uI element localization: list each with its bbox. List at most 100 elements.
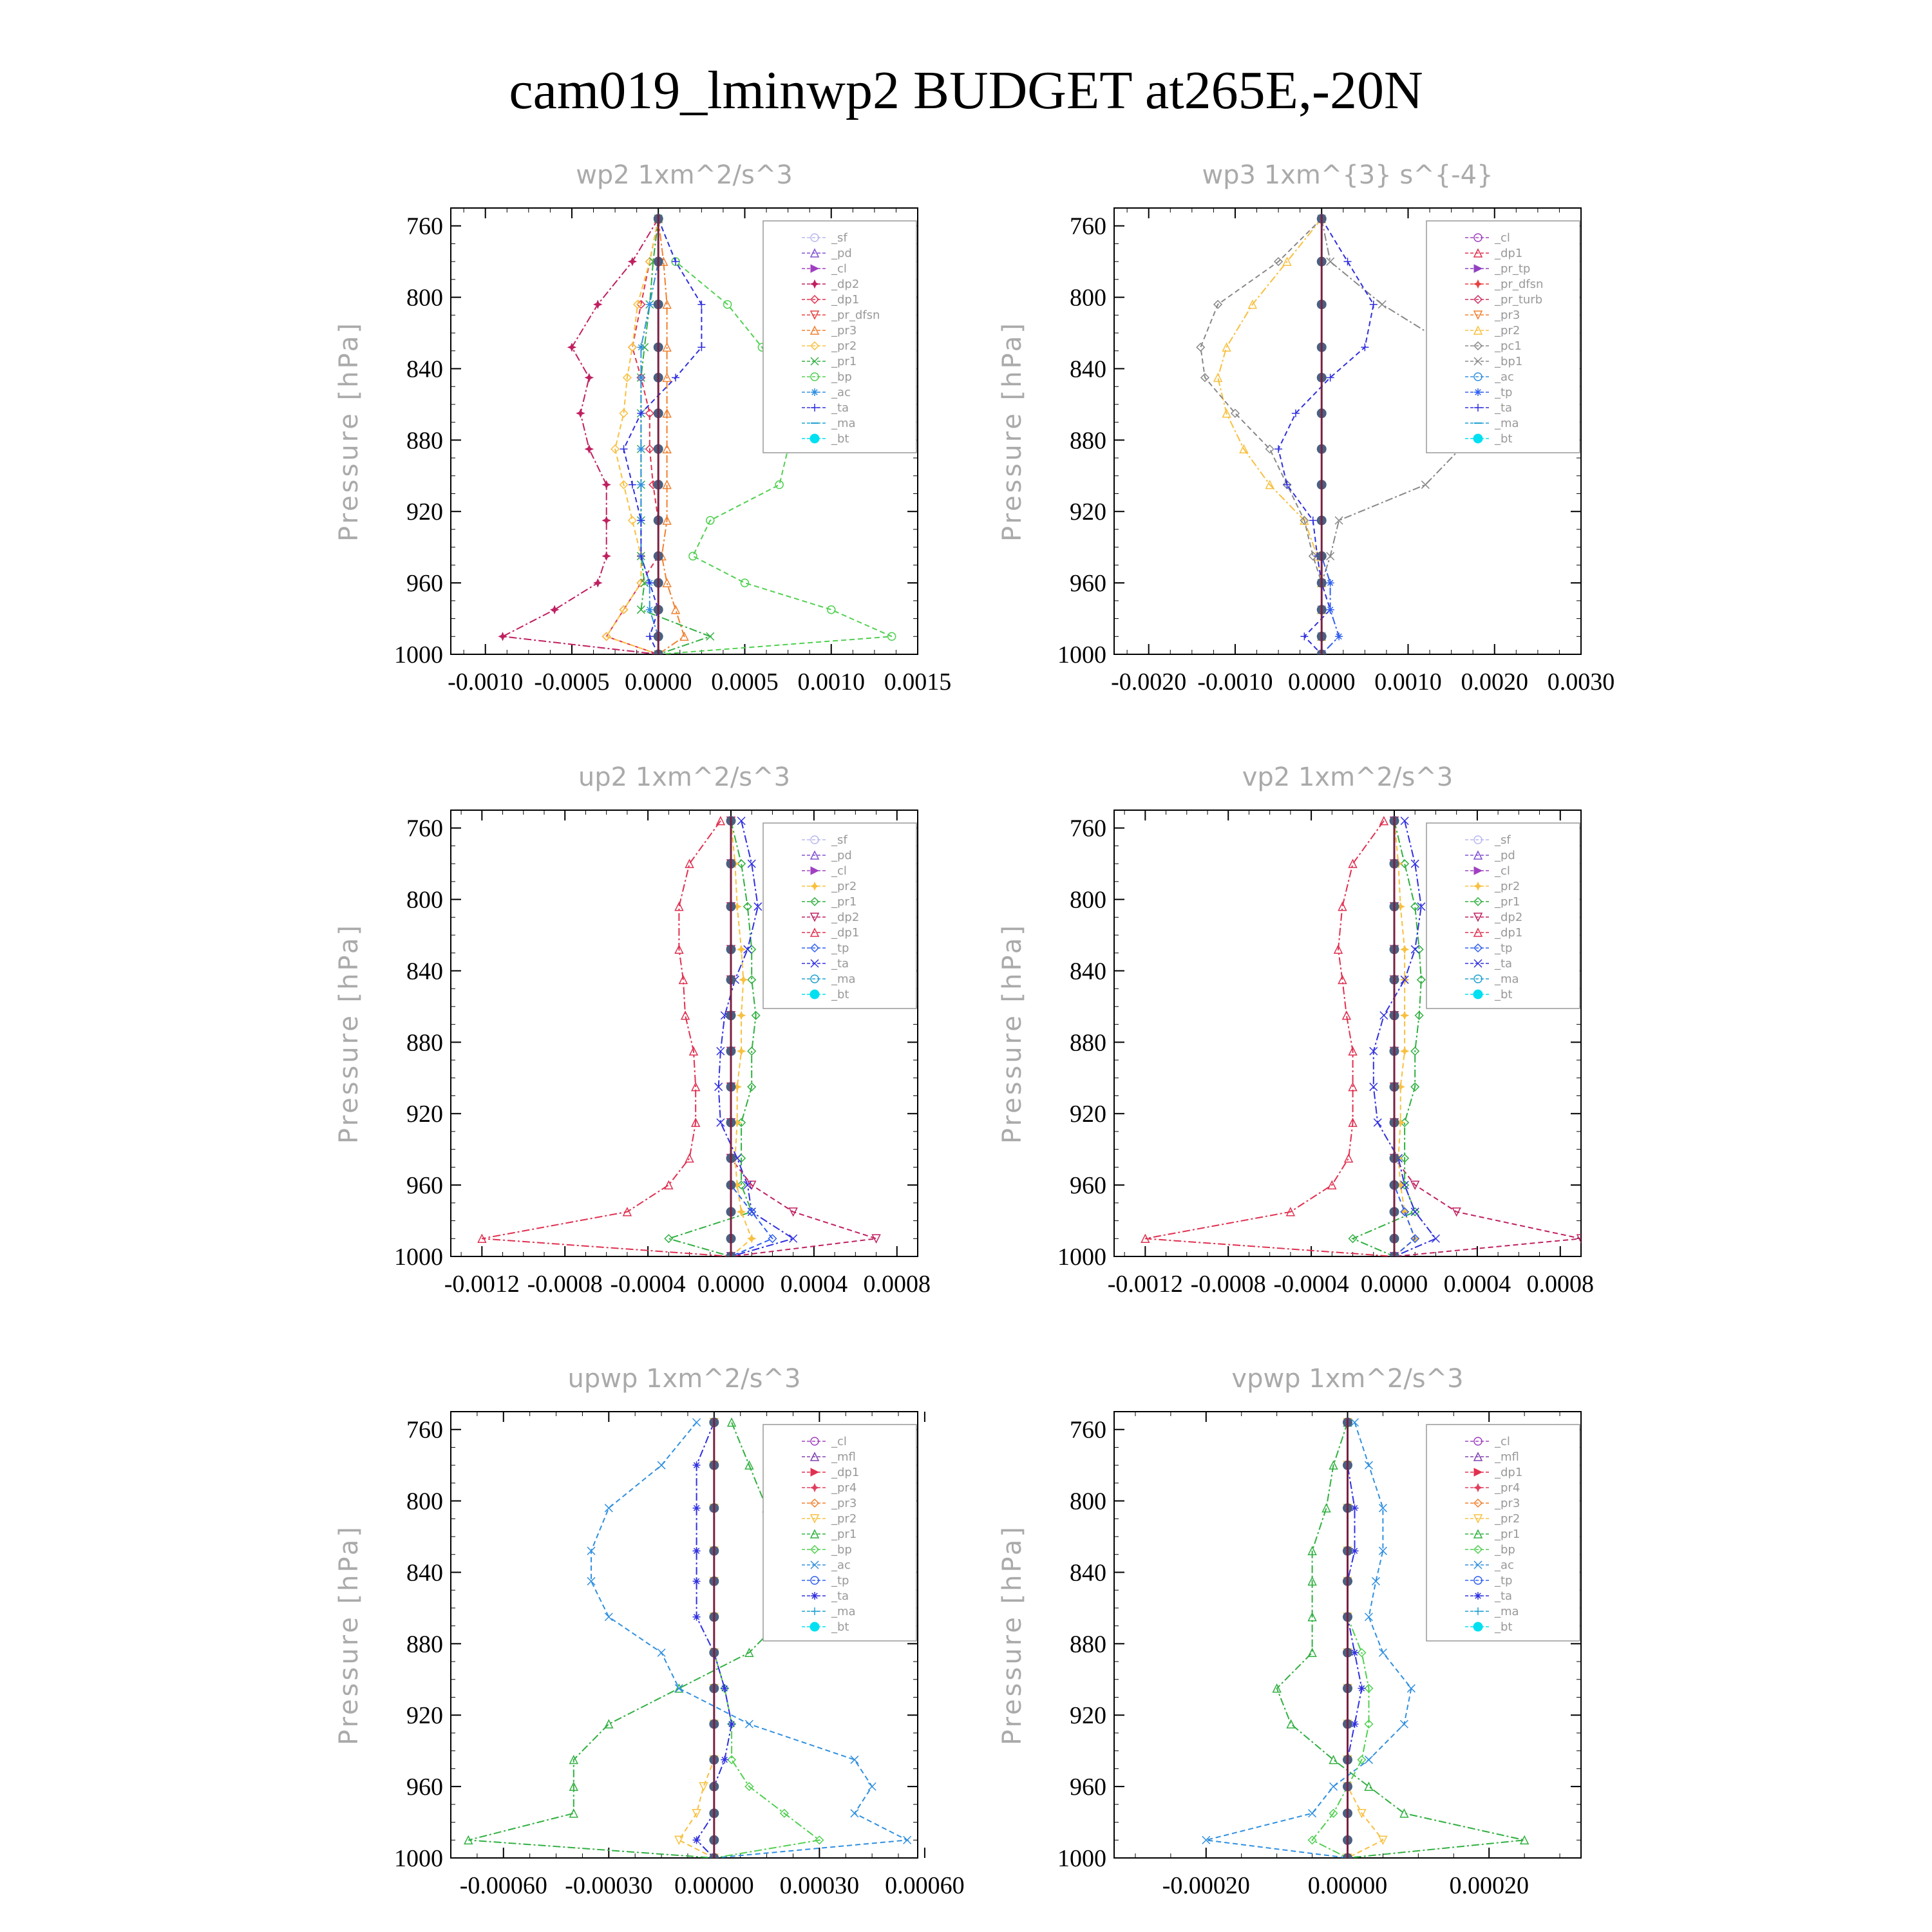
- data-point-ta: [692, 1504, 701, 1512]
- data-point-ac: [692, 1418, 701, 1427]
- legend-entry: _bt: [1494, 1620, 1512, 1634]
- data-point-dp1: [1348, 1046, 1358, 1056]
- legend-entry: _pr2: [831, 1512, 857, 1526]
- data-point-ac: [1350, 1418, 1359, 1427]
- data-point-pr2: [1378, 1835, 1388, 1845]
- data-point-dp2: [601, 480, 611, 489]
- legend-marker-bp: [1473, 1544, 1483, 1555]
- legend-marker-pr2: [810, 341, 820, 351]
- panel-5: upwp 1xm^2/s^3 Pressure [hPa] 760 800 840 880…: [334, 1364, 965, 1899]
- series-line-pr3: [658, 218, 685, 654]
- data-point-pr1: [751, 1010, 761, 1020]
- legend-marker-dp1: [1473, 248, 1483, 258]
- legend-marker-pd: [810, 850, 820, 860]
- y-tick-label: 760: [406, 1417, 443, 1444]
- x-tick-label: 0.0008: [864, 1271, 931, 1298]
- legend-entry: _tp: [831, 1574, 849, 1587]
- data-point-ac: [587, 1546, 596, 1555]
- y-tick-label: 1000: [1057, 641, 1106, 668]
- data-point-pr1: [1329, 1754, 1338, 1765]
- panel-title: vpwp 1xm^2/s^3: [1231, 1364, 1463, 1394]
- data-point-pr2: [1357, 1808, 1367, 1819]
- data-point-tp: [747, 1207, 757, 1217]
- legend-marker-tp: [810, 943, 820, 953]
- data-point-dp2: [871, 1234, 881, 1244]
- data-point-ta: [1309, 516, 1317, 525]
- legend-entry: _ma: [1494, 1605, 1519, 1618]
- data-point-bp: [706, 516, 715, 525]
- data-point-pr3: [662, 372, 672, 383]
- data-point-pc1: [1196, 343, 1206, 352]
- x-tick-label: 0.00030: [780, 1872, 860, 1899]
- legend-entry: _pd: [831, 849, 852, 862]
- legend-marker-dp1: [1473, 1468, 1483, 1477]
- series-group: [1141, 815, 1581, 1256]
- legend-entry: _cl: [1494, 231, 1510, 245]
- data-point-bp1: [1421, 480, 1430, 489]
- data-point-pc1: [1274, 257, 1283, 267]
- legend-entry: _ac: [1494, 1558, 1514, 1572]
- data-point-ta: [1358, 1684, 1366, 1692]
- legend-entry: _ta: [1494, 1589, 1512, 1603]
- panel-2: wp3 1xm^{3} s^{-4} Pressure [hPa] 760 800 84…: [998, 160, 1615, 696]
- legend-entry: _pr4: [831, 1481, 857, 1495]
- data-point-pr1: [569, 1754, 579, 1765]
- data-point-ta: [747, 859, 756, 868]
- data-point-ta: [1400, 1180, 1409, 1189]
- legend-marker-ta: [811, 404, 819, 412]
- data-point-dp1: [1285, 1207, 1296, 1217]
- legend-entry: _cl: [831, 262, 847, 276]
- plot-frame: [1113, 207, 1582, 655]
- legend-entry: _pr4: [1494, 1481, 1520, 1495]
- legend-marker-pr3: [1473, 310, 1483, 320]
- legend-marker-pr2: [1473, 325, 1483, 335]
- x-tick-label: 0.0005: [711, 668, 779, 696]
- legend-marker-ta: [1474, 404, 1482, 412]
- data-point-dp2: [601, 515, 611, 526]
- data-point-ta: [1361, 343, 1369, 352]
- series-group: [498, 213, 896, 654]
- data-point-pr2: [632, 299, 643, 309]
- legend-marker-pr3: [1473, 1498, 1483, 1508]
- data-point-pr2: [619, 480, 629, 489]
- y-tick-label: 880: [1070, 1631, 1106, 1658]
- x-tick-label: -0.0010: [448, 668, 523, 696]
- data-point-dp1: [1348, 1117, 1358, 1127]
- data-point-ac: [1308, 1809, 1317, 1818]
- data-point-ac: [637, 343, 645, 352]
- data-point-pr1: [464, 1835, 473, 1845]
- series-group: [1196, 213, 1508, 654]
- panel-title: upwp 1xm^2/s^3: [568, 1364, 801, 1394]
- data-point-pr2: [736, 1207, 746, 1217]
- legend-marker-sf: [1473, 835, 1482, 844]
- x-tick-label: 0.00000: [674, 1872, 754, 1899]
- data-point-pr3: [670, 605, 681, 614]
- legend-marker-dp1: [1473, 927, 1483, 937]
- data-point-dp2: [592, 578, 603, 588]
- data-point-dp1: [674, 944, 684, 954]
- legend-entry: _ma: [831, 1605, 856, 1618]
- legend-entry: _sf: [831, 833, 848, 847]
- data-point-pr1: [1307, 1576, 1317, 1586]
- data-point-pr3: [662, 342, 672, 352]
- data-point-pr2: [1222, 408, 1231, 418]
- data-point-pr1: [1410, 1046, 1420, 1056]
- legend-marker-cl: [1473, 1437, 1482, 1446]
- data-point-pr3: [679, 631, 689, 641]
- data-point-dp2: [1576, 1234, 1581, 1244]
- data-point-tp: [1410, 1234, 1420, 1244]
- legend-entry: _pr_tp: [1494, 262, 1530, 276]
- legend-entry: _ma: [1494, 972, 1519, 986]
- data-point-pc1: [1265, 444, 1274, 454]
- legend-entry: _mfl: [1494, 1450, 1519, 1464]
- data-point-pr1: [1414, 1010, 1424, 1020]
- legend-entry: _pr3: [831, 324, 857, 337]
- legend-marker-pr2: [1473, 881, 1483, 891]
- data-point-dp2: [1410, 1180, 1420, 1190]
- data-point-pr1: [1307, 1612, 1317, 1622]
- legend-entry: _dp2: [831, 278, 859, 291]
- legend-entry: _dp1: [831, 926, 859, 940]
- series-line-ta: [1278, 218, 1374, 654]
- data-point-dp1: [685, 1153, 694, 1163]
- data-point-pr2: [1399, 1010, 1410, 1021]
